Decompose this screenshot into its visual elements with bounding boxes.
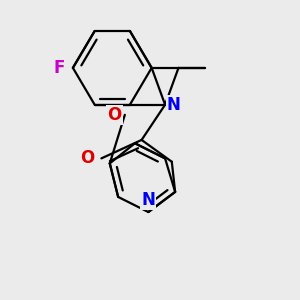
Text: N: N <box>141 191 155 209</box>
Text: N: N <box>167 96 181 114</box>
Text: O: O <box>80 149 95 167</box>
Text: O: O <box>107 106 122 124</box>
Text: F: F <box>53 59 64 77</box>
